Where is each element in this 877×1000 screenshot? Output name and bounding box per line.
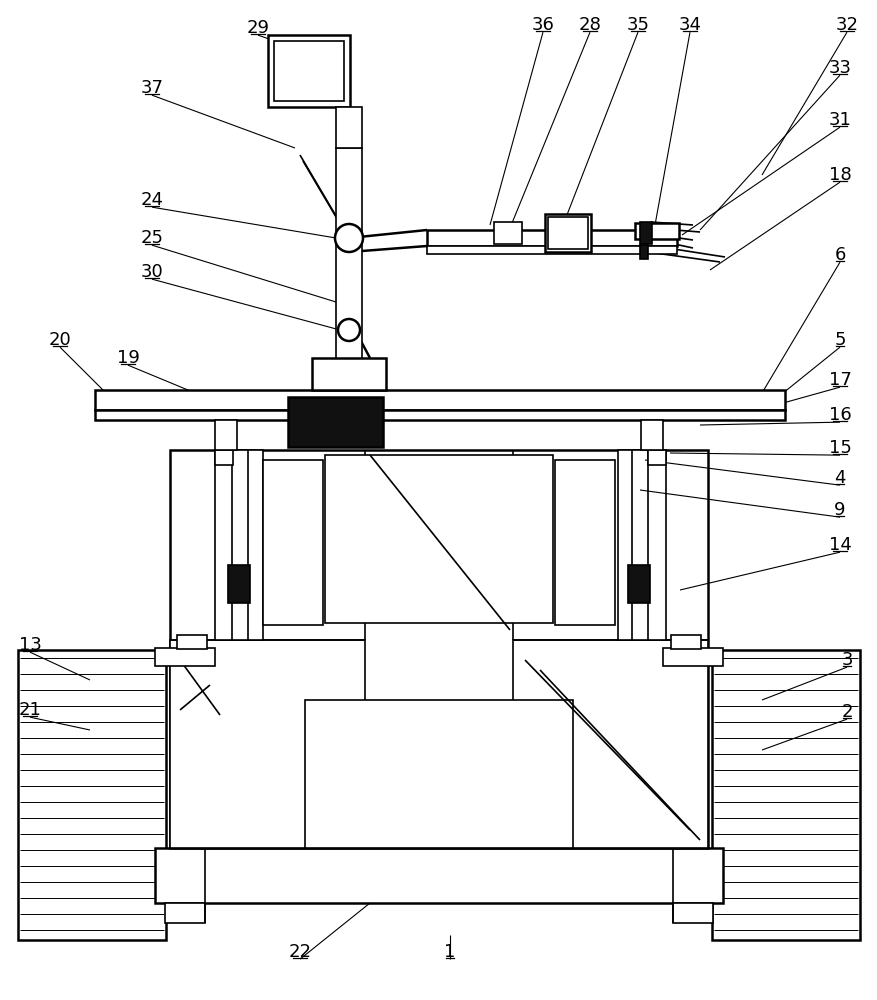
Bar [647,450,666,465]
Circle shape [335,224,362,252]
Bar [263,460,323,625]
Circle shape [338,319,360,341]
Bar [634,223,678,239]
Text: 9: 9 [833,501,845,519]
Text: 19: 19 [117,349,139,367]
Text: 32: 32 [835,16,858,34]
Bar [336,148,361,390]
Bar [639,245,647,259]
Bar [304,700,573,848]
Bar [170,450,707,848]
Bar [95,390,784,410]
Text: 28: 28 [578,16,601,34]
Bar [215,450,263,640]
Text: 30: 30 [140,263,163,281]
Bar [288,397,382,447]
Bar [215,420,237,450]
Bar [512,640,707,848]
Bar [311,358,386,390]
Bar [426,246,676,254]
Text: 25: 25 [140,229,163,247]
Bar [267,35,350,107]
Text: 2: 2 [840,703,852,721]
Text: 17: 17 [828,371,851,389]
Text: 4: 4 [833,469,845,487]
Bar [232,450,247,640]
Bar [177,635,207,649]
Text: 22: 22 [289,943,311,961]
Bar [617,450,666,640]
Text: 29: 29 [246,19,269,37]
Bar [18,650,166,940]
Text: 16: 16 [828,406,851,424]
Text: 24: 24 [140,191,163,209]
Text: 20: 20 [48,331,71,349]
Text: 35: 35 [626,16,649,34]
Bar [673,903,712,923]
Bar [426,230,676,246]
Bar [155,648,215,666]
Text: 6: 6 [833,246,845,264]
Bar [170,640,365,848]
Text: 31: 31 [828,111,851,129]
Bar [662,648,722,666]
Text: 18: 18 [828,166,851,184]
Text: 33: 33 [828,59,851,77]
Bar [547,217,588,249]
Bar [324,455,553,623]
Text: 15: 15 [828,439,851,457]
Bar [494,222,522,244]
Text: 1: 1 [444,943,455,961]
Text: 37: 37 [140,79,163,97]
Bar [640,420,662,450]
Bar [627,565,649,603]
Text: 34: 34 [678,16,701,34]
Text: 3: 3 [840,651,852,669]
Bar [95,410,784,420]
Text: 5: 5 [833,331,845,349]
Bar [155,848,722,903]
Bar [711,650,859,940]
Bar [639,222,652,244]
Text: 21: 21 [18,701,41,719]
Bar [228,565,250,603]
Bar [631,450,647,640]
Bar [165,903,204,923]
Bar [336,107,361,148]
Text: 14: 14 [828,536,851,554]
Bar [670,635,700,649]
Bar [215,450,232,465]
Bar [545,214,590,252]
Bar [554,460,614,625]
Bar [274,41,344,101]
Text: 13: 13 [18,636,41,654]
Text: 36: 36 [531,16,553,34]
